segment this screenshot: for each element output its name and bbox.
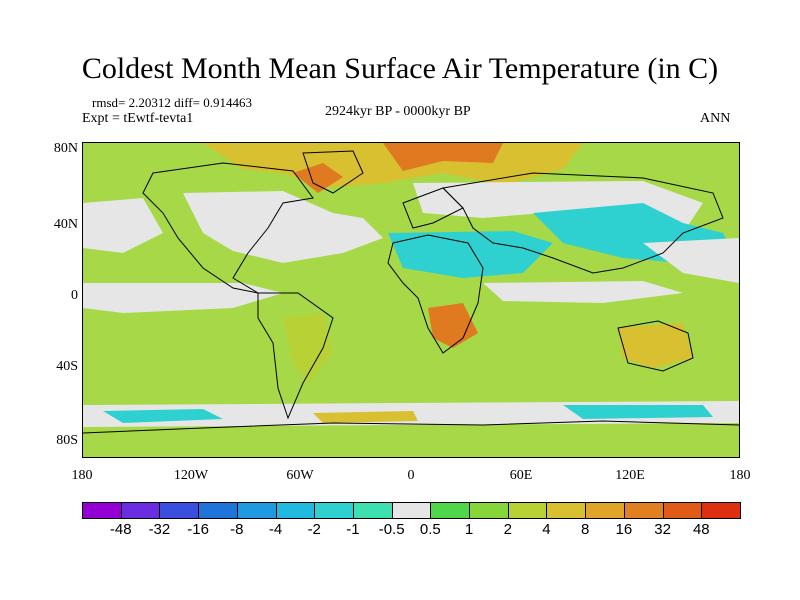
colorbar-label: 4 <box>542 521 551 538</box>
colorbar-swatch <box>662 502 703 519</box>
arctic-hot-region <box>383 143 503 171</box>
season-label: ANN <box>700 111 731 126</box>
colorbar-swatch <box>469 502 509 519</box>
colorbar-swatch <box>430 502 471 519</box>
lat-label-40n: 40N <box>53 217 78 232</box>
asia-outline <box>441 172 724 274</box>
colorbar-label: 16 <box>615 521 633 538</box>
lon-label-60w: 60W <box>286 468 314 483</box>
north-america-outline <box>142 162 314 294</box>
antarctica-outline <box>83 420 739 434</box>
colorbar-swatch <box>507 502 548 519</box>
sahara-cool-region <box>388 231 553 278</box>
antarctic-cool-region <box>103 409 223 423</box>
colorbar-label: -2 <box>307 521 321 538</box>
lat-label-80n: 80N <box>53 141 78 156</box>
southern-africa-warm-region <box>428 303 478 348</box>
europe-outline <box>402 187 464 229</box>
greenland-outline <box>302 150 364 194</box>
colorbar-swatch <box>159 502 200 519</box>
pacific-neutral-region <box>83 198 163 253</box>
colorbar-swatch <box>236 502 277 519</box>
australia-warm-region <box>618 323 693 368</box>
lat-label-40s: 40S <box>56 359 78 374</box>
colorbar-swatch <box>352 502 393 519</box>
colorbar-label: -1 <box>346 521 360 538</box>
colorbar-label: -4 <box>268 521 283 538</box>
colorbar-swatch <box>623 502 664 519</box>
colorbar-swatch <box>391 502 432 519</box>
north-neutral-region <box>183 191 383 263</box>
antarctic-cool-region <box>563 405 713 419</box>
australia-outline <box>617 320 694 372</box>
temperature-map <box>82 142 740 458</box>
colorbar-label: -48 <box>109 521 132 538</box>
colorbar-label: -8 <box>230 521 244 538</box>
lat-label-0: 0 <box>71 288 78 303</box>
colorbar-swatch <box>546 502 587 519</box>
colorbar-label: 32 <box>654 521 671 538</box>
colorbar-label: 1 <box>464 521 474 538</box>
colorbar-swatch <box>82 502 122 519</box>
arctic-hot-region <box>293 163 343 193</box>
indian-neutral-region <box>483 281 683 303</box>
lat-label-80s: 80S <box>56 433 78 448</box>
colorbar-label: 2 <box>503 521 512 538</box>
africa-outline <box>387 234 484 354</box>
colorbar-swatch <box>120 502 161 519</box>
stats-label: rmsd= 2.20312 diff= 0.914463 <box>92 95 252 110</box>
colorbar-label: 8 <box>581 521 590 538</box>
tropical-neutral-region <box>83 283 283 313</box>
lon-label-180w: 180 <box>71 468 93 483</box>
colorbar-label: -16 <box>187 521 209 538</box>
antarctic-warm-region <box>313 411 418 423</box>
colorbar-swatch <box>585 502 625 519</box>
lon-label-60e: 60E <box>509 468 533 483</box>
period-label: 2924kyr BP - 0000kyr BP <box>325 104 471 119</box>
south-america-warm-region <box>283 313 333 383</box>
lon-label-120e: 120E <box>615 468 645 483</box>
colorbar-swatch <box>314 502 354 519</box>
chart-title: Coldest Month Mean Surface Air Temperatu… <box>81 52 719 85</box>
experiment-label: Expt = tEwtf-tevta1 <box>82 111 194 126</box>
lon-label-120w: 120W <box>173 468 209 483</box>
lon-label-0: 0 <box>407 468 415 483</box>
colorbar-swatch <box>701 502 741 519</box>
colorbar-label: -32 <box>148 521 171 538</box>
colorbar-label: 0.5 <box>419 521 441 538</box>
colorbar-label: -0.5 <box>378 521 405 538</box>
south-america-outline <box>257 292 334 420</box>
colorbar-swatch <box>275 502 316 519</box>
colorbar-swatch <box>198 502 238 519</box>
colorbar-label: 48 <box>692 521 710 538</box>
lon-label-180e: 180 <box>729 468 751 483</box>
